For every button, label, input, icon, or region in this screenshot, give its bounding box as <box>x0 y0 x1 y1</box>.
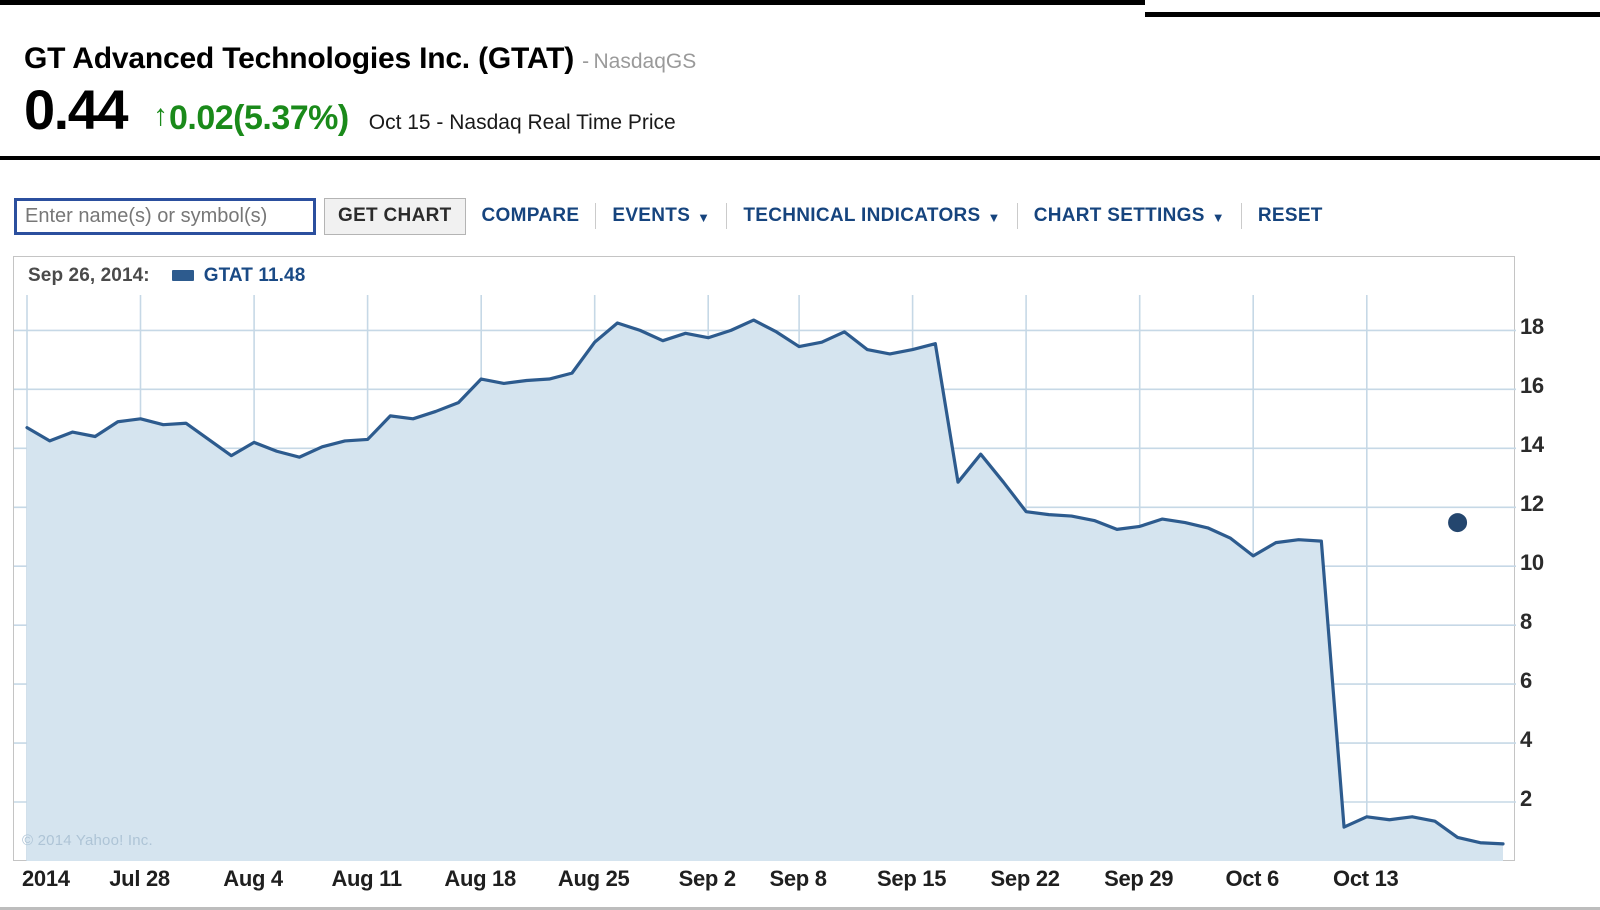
y-axis-tick-label: 16 <box>1520 373 1544 399</box>
x-axis-tick-label: Sep 29 <box>1104 866 1174 891</box>
price-change: 0.02(5.37%) <box>169 99 349 137</box>
x-axis-tick-label: Sep 22 <box>990 866 1060 891</box>
x-axis-tick-label: Aug 25 <box>557 866 630 891</box>
toolbar-item-compare[interactable]: COMPARE <box>466 205 596 227</box>
toolbar-item-technical-indicators-label: TECHNICAL INDICATORS <box>743 205 981 226</box>
toolbar-item-events-label: EVENTS <box>612 205 691 226</box>
x-axis-tick-label: Oct 6 <box>1225 866 1279 891</box>
x-axis-tick-label: 2014 <box>22 866 70 891</box>
y-axis-tick-label: 8 <box>1520 609 1532 635</box>
quote-price-row: 0.44 ↑ 0.02(5.37%) Oct 15 - Nasdaq Real … <box>24 82 676 138</box>
toolbar-divider <box>1016 203 1018 229</box>
top-border-right <box>1145 12 1600 17</box>
y-axis-tick-label: 12 <box>1520 491 1544 517</box>
x-axis-tick-label: Aug 18 <box>444 866 516 891</box>
y-axis-tick-label: 18 <box>1520 314 1544 340</box>
price-area-chart[interactable] <box>14 295 1516 861</box>
change-up-arrow-icon: ↑ <box>153 99 168 132</box>
exchange-separator: - <box>582 50 590 73</box>
exchange-name: NasdaqGS <box>593 50 697 73</box>
y-axis-tick-label: 6 <box>1520 668 1532 694</box>
x-axis-tick-label: Aug 4 <box>223 866 283 891</box>
toolbar-item-technical-indicators[interactable]: TECHNICAL INDICATORS ▼ <box>727 205 1016 227</box>
toolbar-item-reset[interactable]: RESET <box>1242 205 1339 227</box>
legend-date: Sep 26, 2014: <box>28 265 150 286</box>
quote-header: GT Advanced Technologies Inc. (GTAT) - Na… <box>0 20 1600 160</box>
legend-series-label: GTAT 11.48 <box>203 265 306 286</box>
last-price: 0.44 <box>24 78 129 141</box>
chevron-down-icon: ▼ <box>697 209 711 225</box>
get-chart-button[interactable]: GET CHART <box>324 197 466 235</box>
top-border-left <box>0 0 1145 5</box>
chevron-down-icon: ▼ <box>987 209 1001 225</box>
toolbar-item-events[interactable]: EVENTS ▼ <box>596 205 726 227</box>
toolbar-item-chart-settings[interactable]: CHART SETTINGS ▼ <box>1018 205 1241 227</box>
x-axis-tick-label: Oct 13 <box>1333 866 1399 891</box>
x-axis-tick-label: Sep 15 <box>877 866 947 891</box>
chevron-down-icon: ▼ <box>1211 209 1225 225</box>
chart-legend: Sep 26, 2014: GTAT 11.48 <box>14 257 1514 295</box>
quote-timestamp: Oct 15 - Nasdaq Real Time Price <box>368 111 676 134</box>
toolbar-divider <box>1240 203 1242 229</box>
quote-title-row: GT Advanced Technologies Inc. (GTAT) - Na… <box>24 42 696 76</box>
company-name: GT Advanced Technologies Inc. (GTAT) <box>24 42 575 75</box>
chart-toolbar: GET CHART COMPARE EVENTS ▼ TECHNICAL IND… <box>0 186 1600 246</box>
toolbar-item-reset-label: RESET <box>1257 205 1323 226</box>
highlighted-data-point[interactable] <box>1448 513 1468 533</box>
y-axis: 18 16 14 12 10 8 6 4 2 <box>1520 294 1590 864</box>
toolbar-item-compare-label: COMPARE <box>481 205 580 226</box>
toolbar-item-chart-settings-label: CHART SETTINGS <box>1033 205 1205 226</box>
x-axis-tick-label: Sep 2 <box>678 866 737 891</box>
chart-plot-area[interactable] <box>14 295 1516 861</box>
x-axis-tick-label: Sep 8 <box>769 866 827 891</box>
y-axis-tick-label: 10 <box>1520 550 1544 576</box>
legend-swatch-icon <box>171 269 194 281</box>
x-axis-tick-label: Jul 28 <box>109 866 170 891</box>
symbol-search-input[interactable] <box>14 197 316 235</box>
toolbar-divider <box>595 203 597 229</box>
y-axis-tick-label: 2 <box>1520 786 1532 812</box>
chart-panel[interactable]: Sep 26, 2014: GTAT 11.48 <box>13 256 1516 861</box>
y-axis-tick-label: 14 <box>1520 432 1544 458</box>
x-axis-tick-label: Aug 11 <box>331 866 402 891</box>
toolbar-divider <box>726 203 728 229</box>
y-axis-tick-label: 4 <box>1520 727 1532 753</box>
x-axis: 2014 Jul 28 Aug 4 Aug 11 Aug 18 Aug 25 Sep 2 Se… <box>0 862 1600 910</box>
